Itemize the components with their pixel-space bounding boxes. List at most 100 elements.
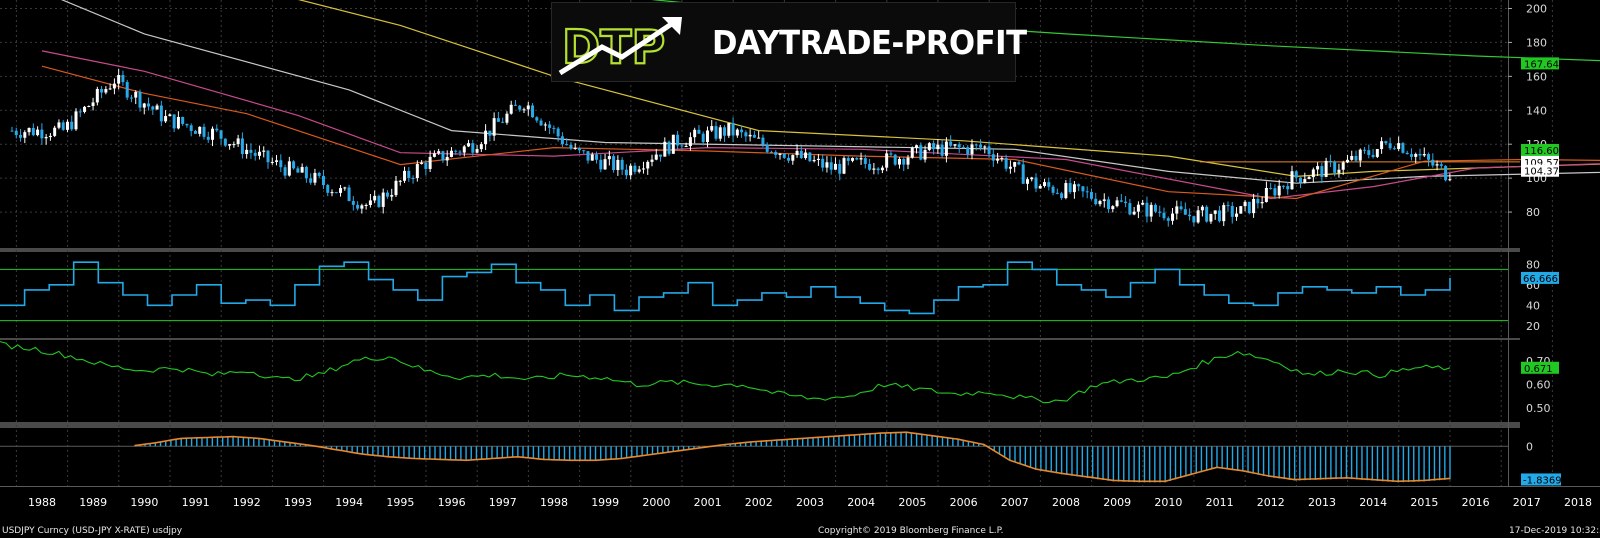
candle-body — [509, 104, 513, 114]
candle-body — [330, 192, 334, 194]
rsi-line — [0, 261, 1451, 315]
candle-body — [851, 158, 855, 161]
candle-body — [838, 163, 842, 174]
candle-body — [710, 126, 714, 131]
candle-body — [603, 159, 607, 170]
candle-body — [727, 123, 731, 136]
candle-body — [1183, 209, 1187, 215]
candle-body — [833, 163, 837, 170]
candle-body — [40, 129, 44, 139]
candle-body — [816, 158, 820, 160]
candle-body — [394, 180, 398, 196]
candle-body — [296, 168, 300, 173]
candle-body — [65, 121, 69, 130]
candle-body — [74, 111, 78, 130]
price-candles — [10, 68, 1452, 227]
candle-body — [641, 168, 645, 170]
candle-body — [590, 154, 594, 161]
xtick-label: 2001 — [694, 496, 722, 509]
candle-body — [368, 200, 372, 205]
xtick-label: 1996 — [438, 496, 466, 509]
candle-body — [1038, 185, 1042, 189]
candle-body — [377, 195, 381, 207]
candle-body — [821, 158, 825, 168]
candle-body — [650, 159, 654, 162]
candle-body — [134, 91, 138, 98]
rsi-panel — [0, 261, 1508, 322]
candle-body — [535, 117, 539, 121]
candle-body — [1409, 154, 1413, 157]
candle-body — [501, 121, 505, 123]
candle-body — [1128, 203, 1132, 215]
candle-body — [846, 158, 850, 161]
axes: 1988 1989 1990 1991 1992 1993 1994 1995 1996 1997… — [28, 2, 1592, 509]
candle-body — [757, 137, 761, 139]
candle-body — [100, 88, 104, 93]
price-tag-label: 109.57 — [1524, 158, 1559, 169]
candle-body — [804, 152, 808, 159]
candle-body — [548, 124, 552, 128]
xtick-label: 1998 — [540, 496, 568, 509]
candle-body — [1299, 177, 1303, 183]
candle-body — [620, 159, 624, 170]
candle-body — [257, 151, 261, 156]
candle-body — [1363, 149, 1367, 151]
candle-body — [385, 192, 389, 197]
candle-body — [1324, 160, 1328, 177]
candle-body — [121, 75, 125, 83]
candle-body — [872, 168, 876, 170]
candle-body — [117, 75, 121, 84]
candle-body — [1205, 206, 1209, 222]
candle-body — [193, 130, 197, 134]
candle-body — [1252, 199, 1256, 214]
candle-body — [1235, 213, 1239, 217]
candle-body — [44, 137, 48, 139]
candle-body — [565, 144, 569, 146]
candle-body — [902, 158, 906, 165]
candle-body — [1102, 199, 1106, 202]
candle-body — [629, 165, 633, 176]
moving-average-line — [60, 0, 1600, 184]
candle-body — [1337, 169, 1341, 173]
xtick-label: 1989 — [79, 496, 107, 509]
candle-body — [944, 141, 948, 156]
candle-body — [1435, 164, 1439, 166]
candle-body — [70, 121, 74, 130]
candle-body — [245, 149, 249, 155]
correlation-panel — [0, 341, 1451, 404]
candle-body — [1209, 213, 1213, 222]
rsi-ytick-label: 80 — [1526, 258, 1540, 271]
candle-body — [381, 192, 385, 207]
xtick-label: 1995 — [386, 496, 414, 509]
candle-body — [147, 103, 151, 107]
candle-body — [1230, 205, 1234, 217]
xtick-label: 2006 — [950, 496, 978, 509]
candle-body — [223, 138, 227, 146]
candle-body — [1405, 152, 1409, 155]
candle-body — [240, 138, 244, 155]
price-tag — [1521, 164, 1559, 177]
candle-body — [449, 150, 453, 157]
candle-body — [697, 129, 701, 134]
candle-body — [676, 134, 680, 146]
candle-body — [1431, 159, 1435, 166]
candle-body — [112, 83, 116, 89]
candle-body — [735, 129, 739, 136]
candle-body — [309, 178, 313, 183]
candle-body — [48, 135, 52, 138]
candle-body — [420, 162, 424, 164]
candle-body — [1162, 212, 1166, 219]
macd-signal-line — [134, 431, 1451, 483]
xtick-label: 2011 — [1206, 496, 1234, 509]
xtick-label: 1988 — [28, 496, 56, 509]
candle-body — [1166, 218, 1170, 221]
candle-body — [919, 145, 923, 160]
candle-body — [752, 134, 756, 138]
candle-body — [1281, 185, 1285, 187]
rsi-tag-label: 66.6667 — [1523, 274, 1564, 285]
candle-body — [599, 159, 603, 170]
candle-body — [1380, 141, 1384, 150]
candle-body — [1047, 182, 1051, 187]
candle-body — [287, 161, 291, 176]
candle-body — [1158, 211, 1162, 213]
